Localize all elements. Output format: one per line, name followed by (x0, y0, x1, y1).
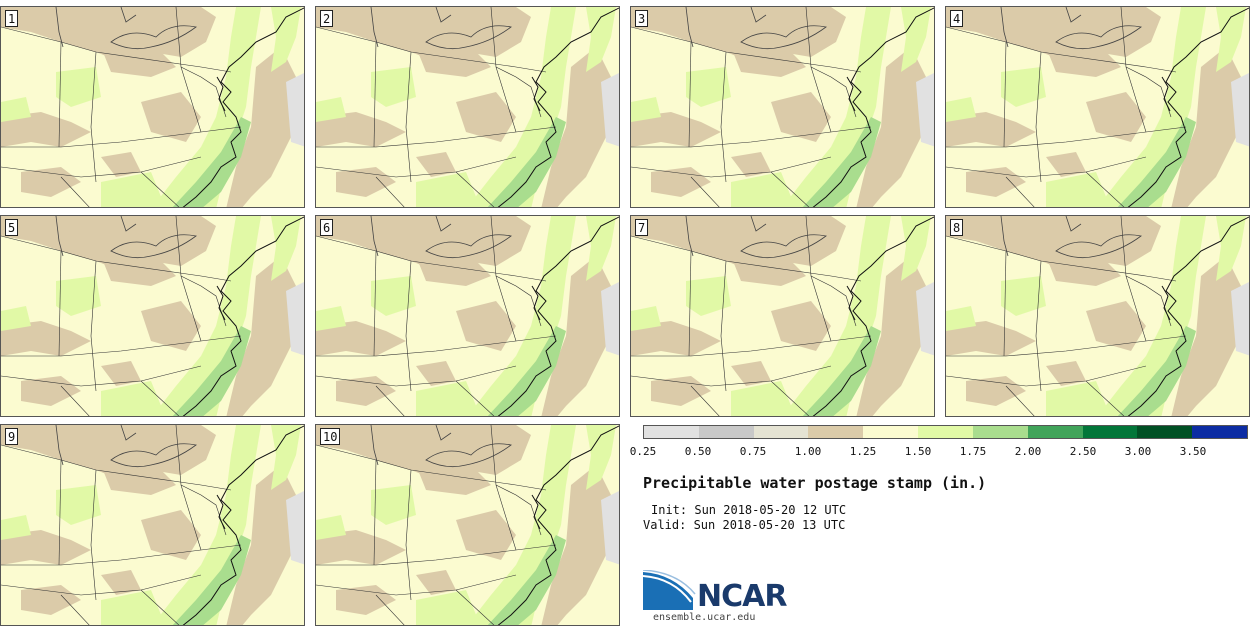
scale-tick-label: 2.00 (1014, 445, 1042, 458)
precipitable-water-map (1, 7, 304, 207)
map-panel-1: 1 (0, 6, 305, 208)
panel-number: 1 (5, 10, 19, 27)
scale-tick-label: 0.25 (629, 445, 657, 458)
precipitable-water-map (1, 216, 304, 416)
precipitable-water-map (946, 216, 1249, 416)
precipitable-water-map (631, 7, 934, 207)
color-swatch (753, 426, 809, 438)
map-panel-5: 5 (0, 215, 305, 417)
precipitable-water-map (946, 7, 1249, 207)
scale-tick-label: 0.75 (739, 445, 767, 458)
map-panel-6: 6 (315, 215, 620, 417)
panel-number: 9 (5, 428, 19, 445)
scale-tick-label: 2.50 (1069, 445, 1097, 458)
panel-number: 7 (635, 219, 649, 236)
map-panel-10: 10 (315, 424, 620, 626)
panel-number: 2 (320, 10, 334, 27)
map-panel-7: 7 (630, 215, 935, 417)
map-panel-4: 4 (945, 6, 1250, 208)
color-swatch (863, 426, 919, 438)
ncar-url: ensemble.ucar.edu (653, 612, 756, 623)
map-panel-2: 2 (315, 6, 620, 208)
panel-number: 6 (320, 219, 334, 236)
scale-tick-label: 3.00 (1124, 445, 1152, 458)
scale-tick-label: 1.75 (959, 445, 987, 458)
color-swatch (644, 426, 699, 438)
scale-tick-label: 1.00 (794, 445, 822, 458)
scale-tick-label: 3.50 (1179, 445, 1207, 458)
precipitable-water-map (316, 425, 619, 625)
color-swatch (1082, 426, 1138, 438)
scale-tick-label: 1.50 (904, 445, 932, 458)
color-swatch (972, 426, 1028, 438)
precipitable-water-map (316, 216, 619, 416)
init-time: Init: Sun 2018-05-20 12 UTC (651, 503, 847, 517)
scale-tick-label: 1.25 (849, 445, 877, 458)
precipitable-water-map (316, 7, 619, 207)
color-swatch (1027, 426, 1083, 438)
color-swatch (808, 426, 864, 438)
color-swatch (918, 426, 973, 438)
color-swatch (1137, 426, 1193, 438)
ncar-logo-text: NCAR (697, 579, 787, 614)
panel-number: 8 (950, 219, 964, 236)
product-title: Precipitable water postage stamp (in.) (643, 474, 987, 492)
panel-number: 4 (950, 10, 964, 27)
color-scale-bar (643, 425, 1248, 439)
panel-number: 3 (635, 10, 649, 27)
precipitable-water-map (631, 216, 934, 416)
panel-number: 10 (320, 428, 341, 445)
map-panel-8: 8 (945, 215, 1250, 417)
ncar-logo-icon (643, 570, 696, 610)
map-panel-3: 3 (630, 6, 935, 208)
map-panel-9: 9 (0, 424, 305, 626)
valid-time: Valid: Sun 2018-05-20 13 UTC (643, 518, 846, 532)
panel-number: 5 (5, 219, 19, 236)
precipitable-water-map (1, 425, 304, 625)
scale-tick-label: 0.50 (684, 445, 712, 458)
color-swatch (698, 426, 754, 438)
color-swatch (1192, 426, 1247, 438)
